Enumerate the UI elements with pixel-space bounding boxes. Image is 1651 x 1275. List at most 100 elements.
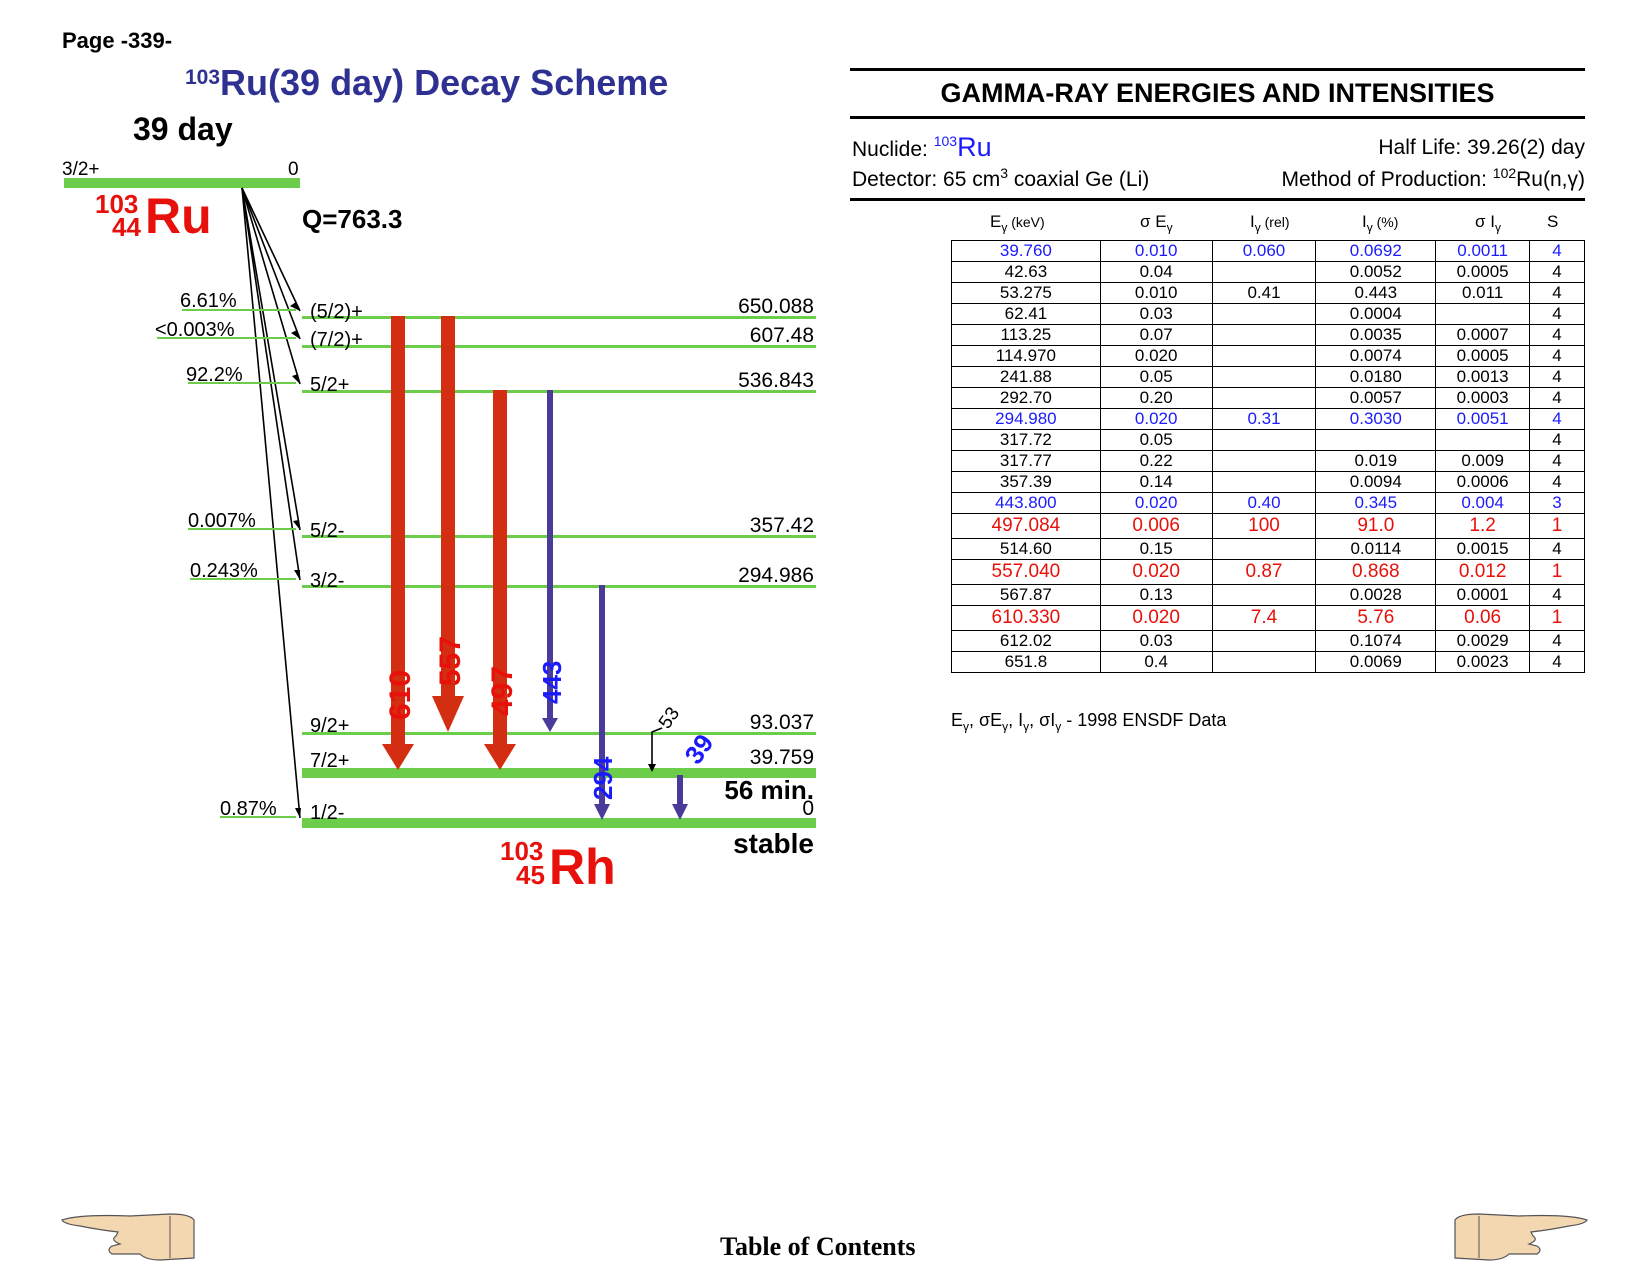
table-cell-ir: 0.87 bbox=[1211, 559, 1317, 585]
table-cell-e: 292.70 bbox=[951, 387, 1101, 409]
table-row: 612.02 0.03 0.1074 0.0029 4 bbox=[951, 630, 1585, 652]
gamma-ray-table: 39.760 0.010 0.060 0.0692 0.0011 4 42.63 0.04 0.… bbox=[951, 240, 1585, 673]
half-life-info: Half Life: 39.26(2) day bbox=[1378, 136, 1585, 159]
header-intensity-uncertainty: σ Iγ bbox=[1475, 212, 1501, 235]
table-cell-si: 1.2 bbox=[1435, 513, 1531, 539]
table-cell-e: 317.72 bbox=[951, 429, 1101, 451]
daughter-symbol: Rh bbox=[549, 839, 616, 895]
gamma-label-497: 497 bbox=[486, 666, 519, 716]
table-cell-e: 567.87 bbox=[951, 584, 1101, 606]
header-relative-intensity: Iγ (rel) bbox=[1250, 212, 1290, 235]
table-cell-si: 0.009 bbox=[1435, 450, 1531, 472]
decay-scheme-title: 103Ru(39 day) Decay Scheme bbox=[185, 62, 669, 103]
table-cell-e: 62.41 bbox=[951, 303, 1101, 325]
level-spins: (5/2)+ (7/2)+ 5/2+ 5/2- 3/2- 9/2+ 7/2+ 1… bbox=[310, 301, 363, 824]
table-cell-se: 0.05 bbox=[1099, 366, 1213, 388]
table-of-contents-link[interactable]: Table of Contents bbox=[720, 1232, 916, 1261]
table-row: 241.88 0.05 0.0180 0.0013 4 bbox=[951, 366, 1585, 388]
energy-357: 357.42 bbox=[750, 514, 814, 537]
table-cell-ip: 5.76 bbox=[1315, 605, 1437, 631]
table-cell-ip: 0.0114 bbox=[1315, 538, 1437, 560]
table-row: 62.41 0.03 0.0004 4 bbox=[951, 303, 1585, 325]
table-cell-e: 651.8 bbox=[951, 651, 1101, 673]
table-cell-ip: 0.0069 bbox=[1315, 651, 1437, 673]
table-cell-ip: 0.0004 bbox=[1315, 303, 1437, 325]
table-row: 39.760 0.010 0.060 0.0692 0.0011 4 bbox=[951, 240, 1585, 262]
table-cell-s: 4 bbox=[1529, 303, 1585, 325]
header-energy: Eγ (keV) bbox=[990, 212, 1045, 235]
table-cell-ip: 0.0094 bbox=[1315, 471, 1437, 493]
isomer-half-life: 56 min. bbox=[724, 775, 814, 805]
table-cell-se: 0.07 bbox=[1099, 324, 1213, 346]
branch-label-357: 0.007% bbox=[188, 510, 256, 532]
table-cell-si: 0.0005 bbox=[1435, 261, 1531, 283]
table-cell-ip: 0.345 bbox=[1315, 492, 1437, 514]
table-cell-ip: 0.0028 bbox=[1315, 584, 1437, 606]
detector-info: Detector: 65 cm3 coaxial Ge (Li) bbox=[852, 165, 1150, 191]
table-cell-ip: 0.443 bbox=[1315, 282, 1437, 304]
top-rule bbox=[850, 68, 1585, 71]
table-cell-si: 0.0001 bbox=[1435, 584, 1531, 606]
table-cell-ir: 0.31 bbox=[1211, 408, 1317, 430]
table-cell-s: 4 bbox=[1529, 282, 1585, 304]
daughter-mass-number: 103 bbox=[500, 836, 543, 866]
production-method-info: Method of Production: 102Ru(n,γ) bbox=[1281, 165, 1585, 191]
table-cell-ip: 0.3030 bbox=[1315, 408, 1437, 430]
table-row: 294.980 0.020 0.31 0.3030 0.0051 4 bbox=[951, 408, 1585, 430]
table-cell-si: 0.0003 bbox=[1435, 387, 1531, 409]
table-cell-ir bbox=[1211, 651, 1317, 673]
table-cell-se: 0.03 bbox=[1099, 303, 1213, 325]
table-cell-se: 0.22 bbox=[1099, 450, 1213, 472]
table-cell-s: 4 bbox=[1529, 584, 1585, 606]
table-cell-si: 0.0029 bbox=[1435, 630, 1531, 652]
table-cell-si: 0.011 bbox=[1435, 282, 1531, 304]
parent-energy: 0 bbox=[288, 159, 299, 180]
table-cell-s: 4 bbox=[1529, 240, 1585, 262]
branch-label-607: <0.003% bbox=[155, 319, 235, 341]
table-cell-s: 4 bbox=[1529, 366, 1585, 388]
table-cell-si: 0.0007 bbox=[1435, 324, 1531, 346]
transition-497 bbox=[484, 390, 516, 770]
table-cell-si: 0.0015 bbox=[1435, 538, 1531, 560]
parent-level-line bbox=[64, 178, 300, 188]
pointing-hand-right-icon[interactable] bbox=[1449, 1210, 1589, 1262]
table-cell-s: 4 bbox=[1529, 387, 1585, 409]
table-row: 651.8 0.4 0.0069 0.0023 4 bbox=[951, 651, 1585, 673]
table-cell-se: 0.15 bbox=[1099, 538, 1213, 560]
table-cell-e: 443.800 bbox=[951, 492, 1101, 514]
table-row: 113.25 0.07 0.0035 0.0007 4 bbox=[951, 324, 1585, 346]
table-cell-se: 0.20 bbox=[1099, 387, 1213, 409]
table-row: 42.63 0.04 0.0052 0.0005 4 bbox=[951, 261, 1585, 283]
table-cell-s: 1 bbox=[1529, 559, 1585, 585]
table-row: 497.084 0.006 100 91.0 1.2 1 bbox=[951, 513, 1585, 539]
header-source: S bbox=[1547, 212, 1559, 231]
daughter-atomic-number: 45 bbox=[516, 860, 545, 890]
table-cell-se: 0.010 bbox=[1099, 282, 1213, 304]
table-cell-s: 4 bbox=[1529, 651, 1585, 673]
header-energy-uncertainty: σ Eγ bbox=[1140, 212, 1173, 235]
table-cell-ip: 0.868 bbox=[1315, 559, 1437, 585]
table-cell-si: 0.0013 bbox=[1435, 366, 1531, 388]
feeding-arrows bbox=[157, 309, 296, 818]
pointing-hand-left-icon[interactable] bbox=[60, 1210, 200, 1262]
table-cell-se: 0.020 bbox=[1099, 408, 1213, 430]
table-cell-e: 114.970 bbox=[951, 345, 1101, 367]
table-cell-ir bbox=[1211, 345, 1317, 367]
table-row: 443.800 0.020 0.40 0.345 0.004 3 bbox=[951, 492, 1585, 514]
table-cell-e: 610.330 bbox=[951, 605, 1101, 631]
energy-294: 294.986 bbox=[738, 564, 814, 587]
beta-arrowheads bbox=[290, 302, 301, 818]
table-cell-se: 0.010 bbox=[1099, 240, 1213, 262]
table-cell-se: 0.03 bbox=[1099, 630, 1213, 652]
table-cell-si: 0.0006 bbox=[1435, 471, 1531, 493]
table-cell-ip bbox=[1315, 429, 1437, 451]
table-cell-ir bbox=[1211, 261, 1317, 283]
title-rule bbox=[850, 116, 1585, 119]
table-cell-ir: 7.4 bbox=[1211, 605, 1317, 631]
spin-650: (5/2)+ bbox=[310, 301, 363, 323]
table-cell-ir: 0.41 bbox=[1211, 282, 1317, 304]
table-cell-ir bbox=[1211, 324, 1317, 346]
table-cell-ir bbox=[1211, 538, 1317, 560]
stable-label: stable bbox=[733, 828, 814, 859]
table-cell-ir: 0.40 bbox=[1211, 492, 1317, 514]
